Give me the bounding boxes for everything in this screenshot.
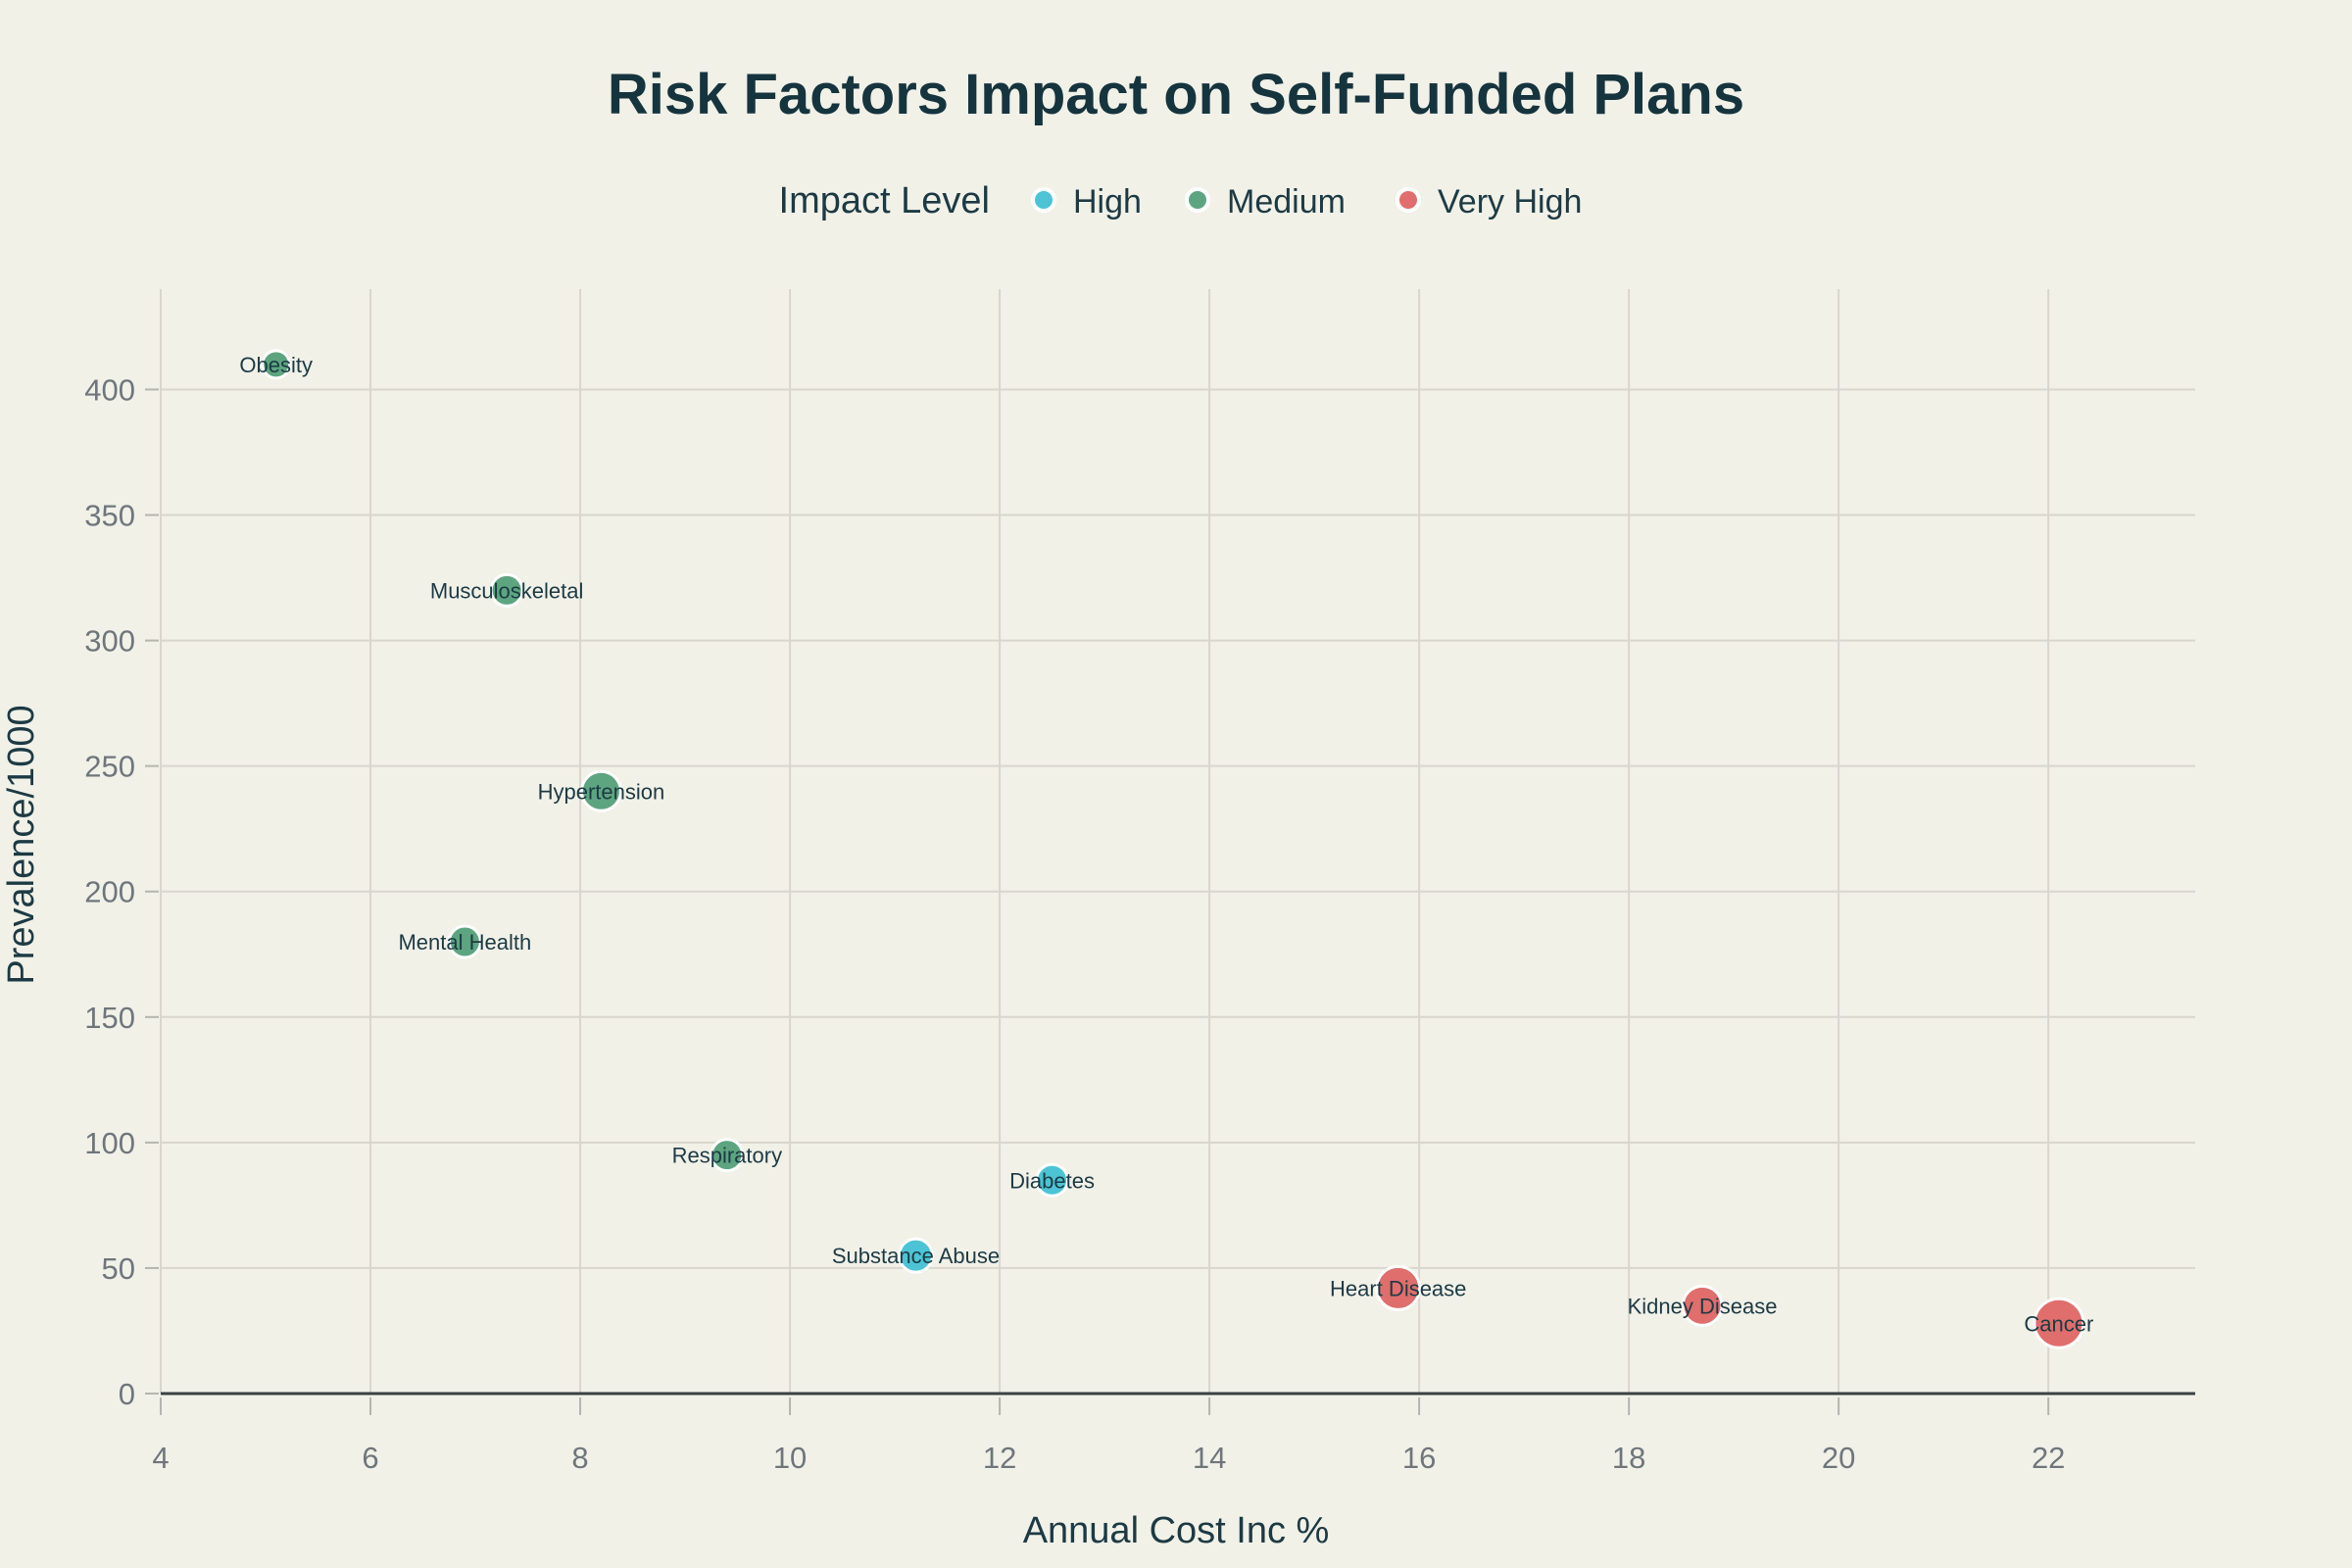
bubble-label-musculoskeletal: Musculoskeletal	[430, 578, 584, 603]
tick-marks	[145, 388, 2050, 1415]
legend-label-medium: Medium	[1227, 183, 1346, 220]
x-tick-label-12: 12	[983, 1441, 1016, 1475]
bubble-hypertension[interactable]	[579, 769, 622, 812]
y-tick-label-350: 350	[84, 499, 135, 533]
legend-item-high[interactable]: High	[1031, 183, 1142, 220]
bubble-diabetes[interactable]	[1035, 1162, 1070, 1198]
legend: High Medium Very High	[1031, 183, 1582, 220]
bubble-mental-health[interactable]	[447, 924, 482, 959]
bubble-label-kidney-disease: Kidney Disease	[1628, 1294, 1778, 1318]
bubble-label-respiratory: Respiratory	[672, 1144, 782, 1168]
y-tick-label-100: 100	[84, 1126, 135, 1160]
x-tick-label-10: 10	[773, 1441, 807, 1475]
y-tick-label-50: 50	[102, 1251, 135, 1286]
x-tick-label-4: 4	[152, 1441, 169, 1475]
bubble-label-cancer: Cancer	[2024, 1311, 2093, 1336]
bubble-labels: Diabetes Substance Abuse Obesity Musculoske…	[239, 353, 2093, 1336]
y-tick-label-400: 400	[84, 372, 135, 407]
bubble-cancer[interactable]	[2033, 1297, 2085, 1349]
bubble-obesity[interactable]	[261, 349, 292, 380]
bubble-heart-disease[interactable]	[1375, 1264, 1422, 1311]
x-tick-label-8: 8	[571, 1441, 588, 1475]
legend-title: Impact Level	[779, 180, 990, 221]
x-tick-label-16: 16	[1402, 1441, 1436, 1475]
x-tick-label-18: 18	[1612, 1441, 1645, 1475]
bubble-label-hypertension: Hypertension	[538, 779, 665, 804]
bubble-substance-abuse[interactable]	[897, 1237, 934, 1274]
gridlines	[160, 289, 2195, 1394]
chart-title: Risk Factors Impact on Self-Funded Plans	[608, 63, 1744, 126]
legend-label-very-high: Very High	[1438, 183, 1582, 220]
bubble-label-mental-health: Mental Health	[398, 930, 531, 955]
x-tick-label-14: 14	[1193, 1441, 1226, 1475]
y-tick-label-200: 200	[84, 875, 135, 909]
y-tick-label-150: 150	[84, 1001, 135, 1035]
x-tick-label-6: 6	[362, 1441, 378, 1475]
bubble-label-heart-disease: Heart Disease	[1330, 1276, 1466, 1300]
x-tick-label-20: 20	[1822, 1441, 1855, 1475]
y-tick-label-250: 250	[84, 750, 135, 784]
x-tick-label-22: 22	[2032, 1441, 2065, 1475]
y-axis-title: Prevalence/1000	[1, 705, 42, 984]
legend-label-high: High	[1073, 183, 1142, 220]
bubbles	[261, 349, 2085, 1349]
legend-dot-high	[1031, 187, 1056, 213]
legend-item-very-high[interactable]: Very High	[1396, 183, 1582, 220]
tick-labels: 4 6 8 10 12 14 16 18 20 22 0 50 100 150 200 250 300 350 40…	[84, 372, 2065, 1475]
bubble-label-substance-abuse: Substance Abuse	[832, 1244, 1000, 1268]
bubble-label-diabetes: Diabetes	[1009, 1168, 1095, 1193]
x-axis-title: Annual Cost Inc %	[1023, 1510, 1330, 1551]
bubble-respiratory[interactable]	[710, 1138, 745, 1173]
y-tick-label-0: 0	[119, 1377, 135, 1411]
bubble-musculoskeletal[interactable]	[489, 572, 524, 608]
legend-dot-very-high	[1396, 187, 1421, 213]
legend-item-medium[interactable]: Medium	[1185, 183, 1346, 220]
bubble-label-obesity: Obesity	[239, 353, 313, 377]
bubble-kidney-disease[interactable]	[1681, 1284, 1724, 1327]
legend-dot-medium	[1185, 187, 1210, 213]
y-tick-label-300: 300	[84, 624, 135, 659]
